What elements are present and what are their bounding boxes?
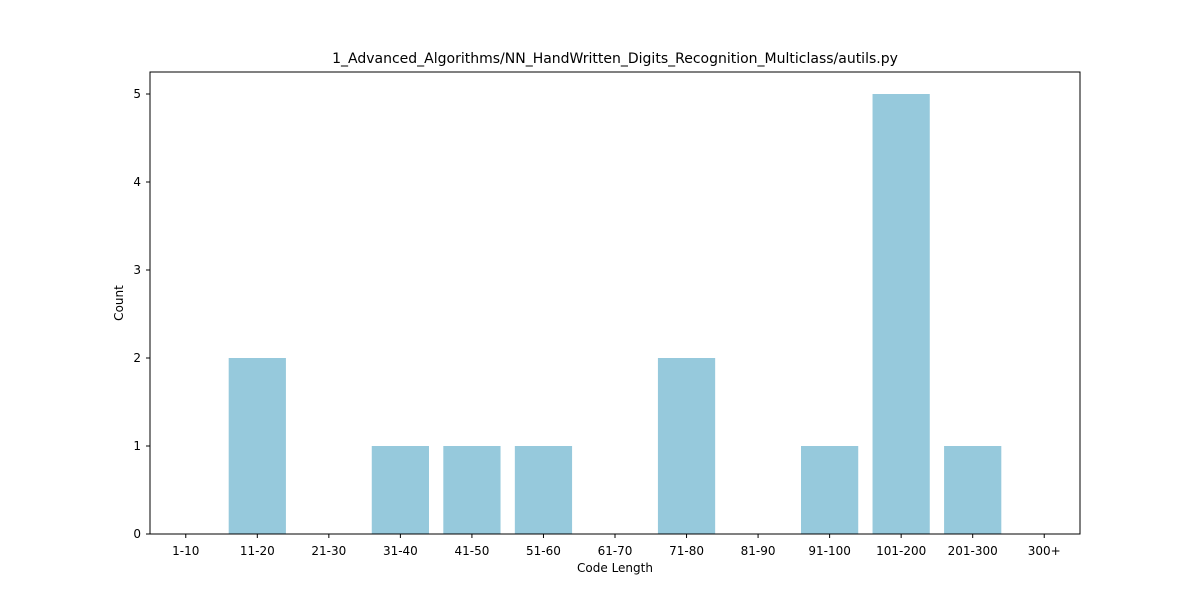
bar-41-50 <box>443 446 501 534</box>
x-tick-label: 31-40 <box>383 544 418 558</box>
bar-201-300 <box>944 446 1002 534</box>
y-tick-label: 5 <box>133 87 141 101</box>
bar-31-40 <box>371 446 429 534</box>
x-tick-label: 21-30 <box>311 544 346 558</box>
y-tick-label: 2 <box>133 351 141 365</box>
x-axis-label: Code Length <box>577 561 653 575</box>
bar-51-60 <box>514 446 573 534</box>
x-tick-label: 41-50 <box>454 544 489 558</box>
y-axis-ticks: 0 1 2 3 4 5 <box>133 87 150 541</box>
bar-71-80 <box>657 358 716 534</box>
y-tick-label: 4 <box>133 175 141 189</box>
bar-91-100 <box>801 446 859 534</box>
x-tick-label: 1-10 <box>172 544 199 558</box>
x-axis-ticks: 1-10 11-20 21-30 31-40 41-50 51-60 61-70 71-80 8… <box>172 534 1061 558</box>
x-tick-label: 81-90 <box>741 544 776 558</box>
x-tick-label: 201-300 <box>948 544 998 558</box>
y-axis-label: Count <box>112 285 126 321</box>
x-tick-label: 61-70 <box>598 544 633 558</box>
x-tick-label: 101-200 <box>876 544 926 558</box>
x-tick-label: 300+ <box>1028 544 1061 558</box>
bars-group <box>228 94 1002 534</box>
y-tick-label: 3 <box>133 263 141 277</box>
x-tick-label: 51-60 <box>526 544 561 558</box>
plot-frame <box>149 71 1081 535</box>
x-tick-label: 11-20 <box>240 544 275 558</box>
chart-title: 1_Advanced_Algorithms/NN_HandWritten_Dig… <box>332 51 898 67</box>
x-tick-label: 91-100 <box>808 544 851 558</box>
bar-11-20 <box>228 358 286 534</box>
y-tick-label: 1 <box>133 439 141 453</box>
y-tick-label: 0 <box>133 527 141 541</box>
bar-101-200 <box>872 94 930 534</box>
x-tick-label: 71-80 <box>669 544 704 558</box>
